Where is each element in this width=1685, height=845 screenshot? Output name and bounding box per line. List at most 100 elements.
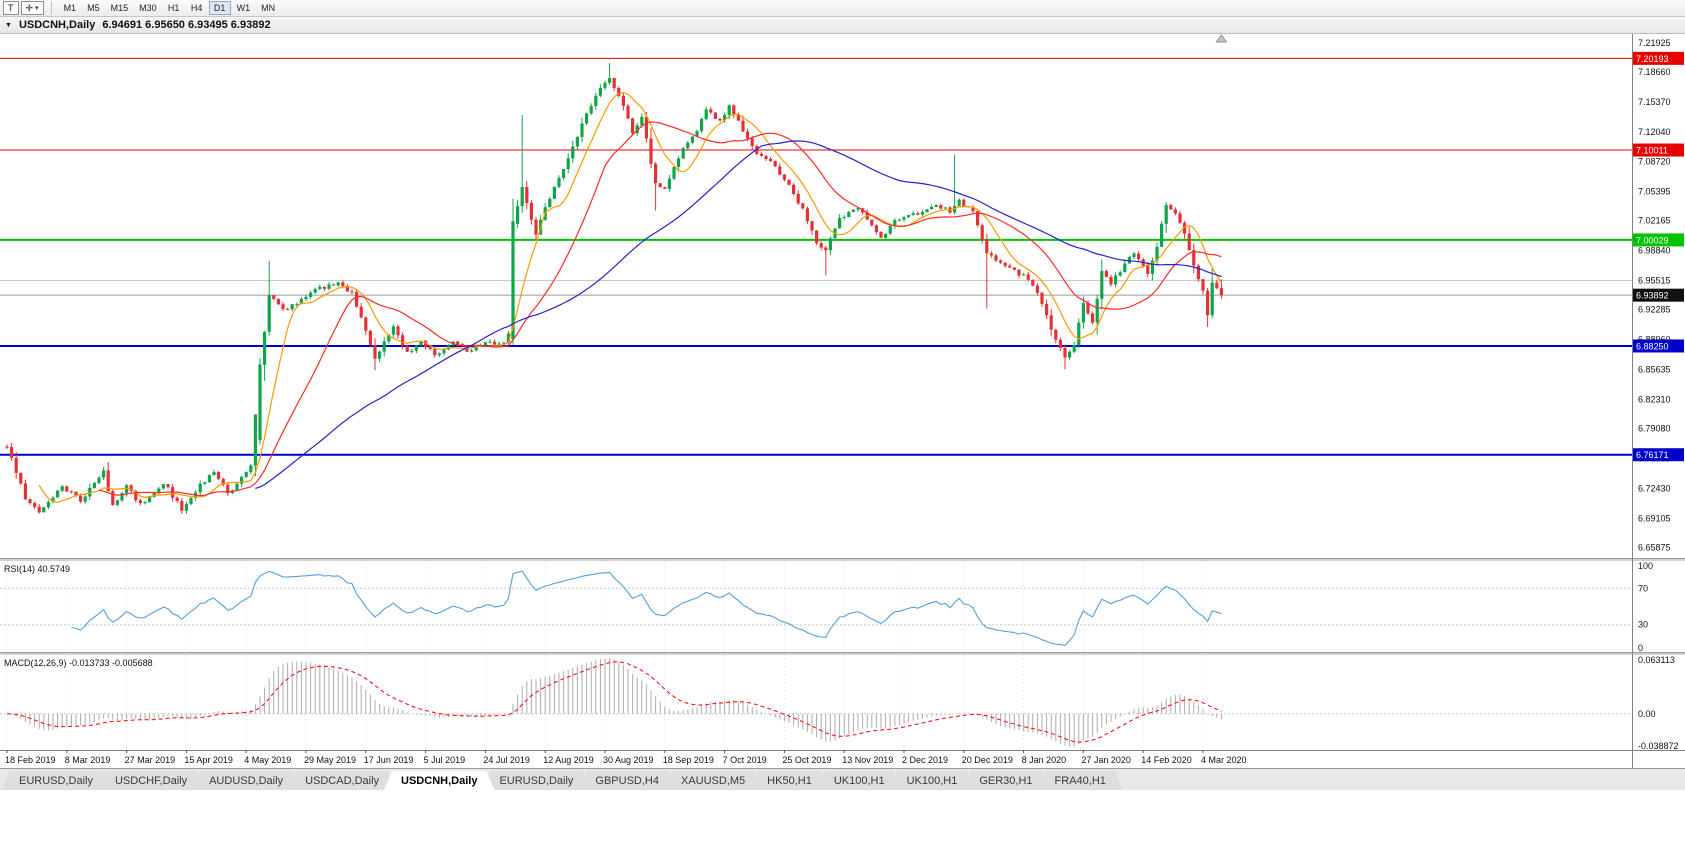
svg-text:7.00029: 7.00029 [1636, 235, 1669, 245]
svg-text:6.88250: 6.88250 [1636, 341, 1669, 351]
svg-text:7.05395: 7.05395 [1638, 187, 1671, 197]
chart-tab-1-usdchf-daily[interactable]: USDCHF,Daily [98, 771, 204, 790]
svg-text:2 Dec 2019: 2 Dec 2019 [902, 755, 948, 765]
svg-text:6.72430: 6.72430 [1638, 483, 1671, 493]
svg-text:100: 100 [1638, 561, 1653, 571]
timeframe-button-h4[interactable]: H4 [186, 1, 208, 15]
price-tag: 7.00029 [1633, 233, 1684, 247]
svg-text:0.063113: 0.063113 [1638, 655, 1675, 665]
timeframe-button-d1[interactable]: D1 [208, 1, 231, 15]
svg-text:6.92285: 6.92285 [1638, 305, 1671, 315]
svg-text:7.21925: 7.21925 [1638, 38, 1671, 48]
price-tag: 6.76171 [1633, 448, 1684, 462]
svg-text:8 Mar 2019: 8 Mar 2019 [65, 755, 111, 765]
svg-text:7 Oct 2019: 7 Oct 2019 [723, 755, 767, 765]
ma-medium-line [98, 121, 1222, 497]
rsi-label: RSI(14) 40.5749 [4, 564, 70, 574]
chart-shift-marker[interactable] [1215, 34, 1228, 43]
chart-tab-8-hk50-h1[interactable]: HK50,H1 [750, 771, 829, 790]
caret-down-icon: ▾ [35, 5, 39, 12]
panel-separator[interactable] [0, 652, 1685, 655]
svg-text:6.98840: 6.98840 [1638, 246, 1671, 256]
toolbar-separator [50, 2, 52, 14]
chart-tab-12-fra40-h1[interactable]: FRA40,H1 [1038, 771, 1123, 790]
svg-text:-0.038872: -0.038872 [1638, 741, 1679, 751]
svg-text:12 Aug 2019: 12 Aug 2019 [543, 755, 594, 765]
svg-text:70: 70 [1638, 583, 1648, 593]
chart-tab-11-ger30-h1[interactable]: GER30,H1 [962, 771, 1049, 790]
price-tag: 6.93892 [1633, 288, 1684, 302]
timeframe-button-m30[interactable]: M30 [134, 1, 162, 15]
svg-text:6.85635: 6.85635 [1638, 365, 1671, 375]
macd-signal-line [6, 661, 1222, 743]
svg-text:27 Mar 2019: 27 Mar 2019 [125, 755, 176, 765]
svg-text:0.00: 0.00 [1638, 709, 1656, 719]
svg-text:13 Nov 2019: 13 Nov 2019 [842, 755, 893, 765]
svg-text:27 Jan 2020: 27 Jan 2020 [1081, 755, 1131, 765]
chart-tab-6-gbpusd-h4[interactable]: GBPUSD,H4 [578, 771, 676, 790]
chart-tabs-bar: EURUSD,Daily USDCHF,Daily AUDUSD,Daily USDC… [0, 768, 1685, 790]
svg-text:7.20193: 7.20193 [1636, 54, 1669, 64]
svg-text:18 Sep 2019: 18 Sep 2019 [663, 755, 714, 765]
svg-text:6.65875: 6.65875 [1638, 542, 1671, 552]
chart-tab-5-eurusd-daily[interactable]: EURUSD,Daily [482, 771, 590, 790]
timeframe-button-m15[interactable]: M15 [106, 1, 134, 15]
macd-label: MACD(12,26,9) -0.013733 -0.005688 [4, 658, 153, 668]
svg-text:4 May 2019: 4 May 2019 [244, 755, 291, 765]
svg-text:17 Jun 2019: 17 Jun 2019 [364, 755, 414, 765]
chart-title-bar: ▼ USDCNH,Daily 6.94691 6.95650 6.93495 6… [0, 17, 1685, 34]
panel-separator[interactable] [0, 558, 1685, 561]
chart-background [0, 34, 1685, 768]
chart-canvas[interactable]: RSI(14) 40.5749 MACD(12,26,9) -0.013733 -… [0, 34, 1685, 768]
timeframe-buttons: M1 M5 M15 M30 H1 H4 D1 W1 MN [59, 1, 281, 15]
timeframe-button-h1[interactable]: H1 [163, 1, 185, 15]
svg-text:24 Jul 2019: 24 Jul 2019 [483, 755, 530, 765]
candles-layer [5, 63, 1223, 514]
svg-text:20 Dec 2019: 20 Dec 2019 [962, 755, 1013, 765]
svg-text:6.79080: 6.79080 [1638, 424, 1671, 434]
timeframe-button-m5[interactable]: M5 [82, 1, 105, 15]
svg-text:30 Aug 2019: 30 Aug 2019 [603, 755, 654, 765]
svg-text:7.18660: 7.18660 [1638, 67, 1671, 77]
chart-symbol-label: USDCNH,Daily [18, 19, 96, 31]
svg-text:7.12040: 7.12040 [1638, 127, 1671, 137]
rsi-scale-labels: 100 70 30 0 [1638, 561, 1653, 653]
chart-template-button[interactable]: T [3, 1, 19, 15]
crosshair-icon: ✛ [25, 2, 34, 13]
timeframe-button-m1[interactable]: M1 [59, 1, 82, 15]
chart-tab-7-xauusd-m5[interactable]: XAUUSD,M5 [664, 771, 762, 790]
chart-tab-10-uk100-h1[interactable]: UK100,H1 [890, 771, 975, 790]
ma-fast-line [38, 91, 1222, 503]
chart-tab-9-uk100-h1[interactable]: UK100,H1 [817, 771, 902, 790]
price-axis-labels: 7.21925 7.18660 7.15370 7.12040 7.08720 7.053… [1638, 38, 1671, 553]
bottom-filler [0, 790, 1685, 845]
svg-text:7.10011: 7.10011 [1636, 146, 1668, 156]
crosshair-tool-button[interactable]: ✛ ▾ [20, 1, 44, 15]
svg-text:6.82310: 6.82310 [1638, 394, 1671, 404]
svg-text:18 Feb 2019: 18 Feb 2019 [5, 755, 56, 765]
chart-ohlc-values: 6.94691 6.95650 6.93495 6.93892 [102, 19, 271, 31]
timeframe-button-w1[interactable]: W1 [232, 1, 256, 15]
svg-text:6.69105: 6.69105 [1638, 513, 1671, 523]
svg-text:14 Feb 2020: 14 Feb 2020 [1141, 755, 1192, 765]
svg-text:7.15370: 7.15370 [1638, 97, 1671, 107]
price-tag: 7.20193 [1633, 51, 1684, 65]
chart-tab-3-usdcad-daily[interactable]: USDCAD,Daily [288, 771, 396, 790]
svg-text:6.95515: 6.95515 [1638, 276, 1671, 286]
main-toolbar: T ✛ ▾ M1 M5 M15 M30 H1 H4 D1 W1 MN [0, 0, 1685, 17]
svg-text:6.76171: 6.76171 [1636, 450, 1669, 460]
svg-text:8 Jan 2020: 8 Jan 2020 [1022, 755, 1067, 765]
timeframe-button-mn[interactable]: MN [256, 1, 280, 15]
chart-tab-4-usdcnh-daily[interactable]: USDCNH,Daily [384, 771, 494, 790]
svg-text:29 May 2019: 29 May 2019 [304, 755, 356, 765]
chart-tab-2-audusd-daily[interactable]: AUDUSD,Daily [192, 771, 300, 790]
rsi-line [71, 570, 1222, 646]
svg-text:4 Mar 2020: 4 Mar 2020 [1201, 755, 1247, 765]
window-menu-icon[interactable]: ▼ [5, 21, 12, 29]
svg-text:7.02165: 7.02165 [1638, 216, 1671, 226]
chart-tab-0-eurusd-daily[interactable]: EURUSD,Daily [2, 771, 110, 790]
svg-text:5 Jul 2019: 5 Jul 2019 [424, 755, 466, 765]
svg-text:15 Apr 2019: 15 Apr 2019 [184, 755, 233, 765]
time-axis-labels: 18 Feb 2019 8 Mar 2019 27 Mar 2019 15 Apr 2… [5, 750, 1247, 765]
price-tag: 6.88250 [1633, 339, 1684, 353]
